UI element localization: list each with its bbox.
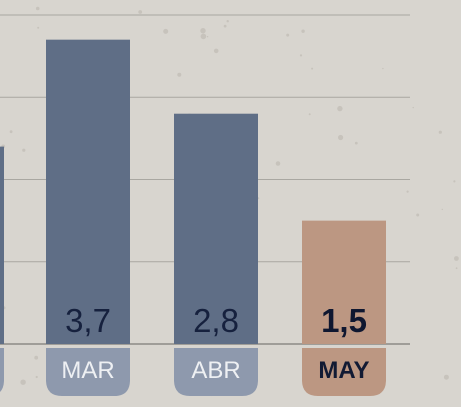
texture-speck <box>441 208 443 211</box>
texture-speck <box>438 130 442 134</box>
texture-speck <box>35 375 38 379</box>
texture-speck <box>200 33 207 40</box>
texture-speck <box>20 379 26 385</box>
bar-abr <box>174 113 258 344</box>
category-pill <box>174 348 258 396</box>
texture-speck <box>354 141 358 145</box>
value-label: 2,8 <box>193 302 239 339</box>
texture-speck <box>35 6 40 11</box>
texture-speck <box>163 28 169 34</box>
texture-speck <box>213 48 219 54</box>
texture-speck <box>138 10 143 14</box>
texture-speck <box>455 267 458 270</box>
category-pill <box>46 348 130 396</box>
category-label-pills <box>0 348 386 396</box>
texture-speck <box>299 54 303 57</box>
texture-speck <box>200 28 206 34</box>
value-label: 3,7 <box>65 302 111 339</box>
texture-speck <box>9 130 13 134</box>
category-label: MAY <box>318 357 369 384</box>
texture-speck <box>37 26 40 29</box>
bar-partial <box>0 146 4 344</box>
texture-speck <box>223 24 227 28</box>
texture-speck <box>416 213 420 217</box>
texture-speck <box>286 33 290 37</box>
texture-speck <box>308 113 311 116</box>
texture-speck <box>453 180 456 183</box>
texture-speck <box>443 374 449 380</box>
labels: MAR 3,7 ABR 2,8 MAY 1,5 <box>61 302 369 384</box>
texture-speck <box>206 36 209 38</box>
texture-speck <box>311 67 314 70</box>
category-label: ABR <box>191 357 240 384</box>
category-label: MAR <box>61 357 114 384</box>
texture-speck <box>337 105 343 112</box>
texture-speck <box>34 355 39 360</box>
value-label: 1,5 <box>321 302 367 339</box>
bars <box>0 39 386 345</box>
texture-speck <box>301 29 305 33</box>
texture-speck <box>382 67 384 70</box>
texture-speck <box>454 256 459 261</box>
texture-speck <box>406 190 409 193</box>
bar-may <box>302 220 386 344</box>
texture-speck <box>412 106 414 109</box>
category-pill <box>0 348 4 392</box>
texture-speck <box>22 148 26 152</box>
bar-mar <box>46 39 130 345</box>
texture-speck <box>338 134 344 141</box>
texture-speck <box>177 72 182 77</box>
texture-speck <box>275 161 281 166</box>
category-pill <box>302 348 386 396</box>
texture-speck <box>226 20 229 23</box>
